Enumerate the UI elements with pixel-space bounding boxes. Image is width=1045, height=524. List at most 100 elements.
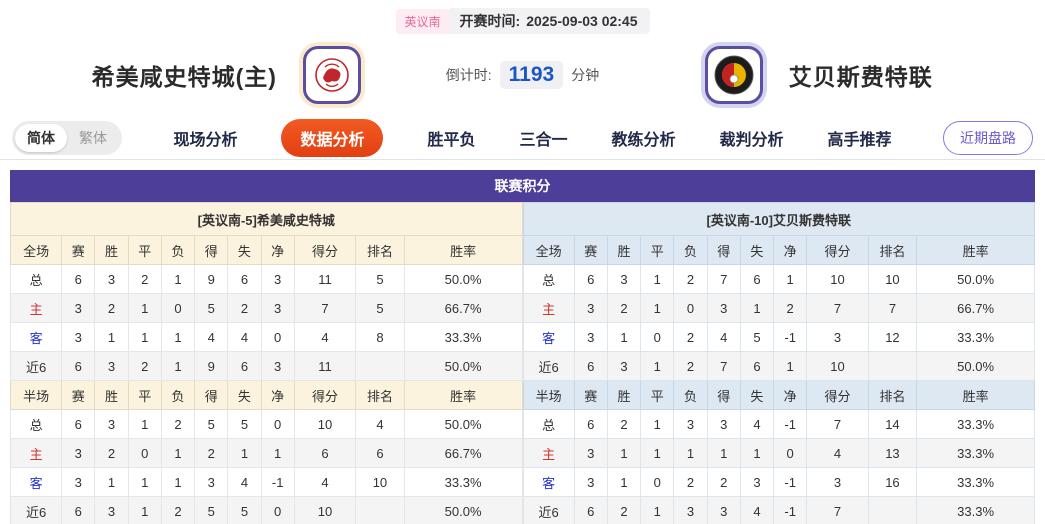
column-header: 负: [673, 235, 708, 265]
stat-cell: 3: [673, 409, 708, 439]
stat-cell: 3: [739, 467, 775, 497]
stat-cell: 0: [260, 409, 295, 439]
stat-cell: 6: [739, 264, 775, 294]
stat-cell: 7: [867, 293, 918, 323]
stat-cell: [867, 496, 918, 524]
stat-cell: 33.3%: [916, 467, 1035, 497]
stat-cell: 1: [640, 496, 675, 524]
row-label: 主: [522, 438, 575, 468]
stat-cell: 50.0%: [403, 496, 523, 524]
stat-cell: 3: [573, 322, 608, 352]
nav-tab[interactable]: 教练分析: [611, 131, 676, 149]
stat-cell: 1: [227, 438, 262, 468]
column-header: 平: [640, 235, 675, 265]
lang-traditional-button[interactable]: 繁体: [79, 129, 107, 146]
nav-tab[interactable]: 胜平负: [427, 131, 476, 149]
stat-cell: 4: [293, 322, 357, 352]
nav-tab[interactable]: 裁判分析: [719, 131, 784, 149]
stat-cell: 33.3%: [916, 409, 1035, 439]
nav-tab[interactable]: 现场分析: [173, 131, 238, 149]
scope-header: 半场: [522, 380, 575, 410]
home-crest-icon: [315, 58, 349, 92]
countdown-unit: 分钟: [571, 67, 600, 83]
league-badge[interactable]: 英议南: [395, 8, 450, 34]
row-label: 客: [9, 467, 63, 497]
column-header: 排名: [355, 380, 405, 410]
league-points-board: 联赛积分 [英议南-5]希美咸史特城 全场赛胜平负得失净得分 排名 胜率总 6 3 2 1 9…: [9, 170, 1035, 524]
stat-cell: 8: [355, 322, 405, 352]
stat-cell: 1: [160, 438, 196, 468]
kickoff-time-chip: 开赛时间: 2025-09-03 02:45: [449, 8, 650, 34]
stat-cell: 1: [160, 264, 196, 294]
stat-cell: 1: [127, 409, 162, 439]
stat-cell: 1: [94, 467, 129, 497]
stat-cell: 6: [573, 264, 608, 294]
nav-tab[interactable]: 数据分析: [281, 118, 384, 157]
home-team-logo: [302, 46, 361, 104]
top-bar: 英议南 开赛时间: 2025-09-03 02:45: [0, 0, 1045, 34]
away-crest-icon: [714, 55, 754, 95]
stat-cell: 0: [640, 322, 675, 352]
stat-cell: 10: [806, 264, 869, 294]
stat-cell: 0: [673, 293, 708, 323]
column-header: 负: [160, 235, 196, 265]
row-label: 主: [9, 293, 63, 323]
stat-cell: 1: [640, 293, 675, 323]
stat-cell: 7: [706, 351, 741, 381]
recent-odds-button[interactable]: 近期盘路: [943, 120, 1033, 155]
nav-tab[interactable]: 高手推荐: [827, 131, 892, 149]
nav-tab[interactable]: 三合一: [519, 131, 568, 149]
stat-cell: 2: [606, 496, 642, 524]
column-header: 平: [127, 380, 162, 410]
stat-cell: -1: [773, 322, 808, 352]
stat-cell: 5: [227, 496, 262, 524]
stat-cell: 2: [706, 467, 741, 497]
stat-cell: 2: [673, 264, 708, 294]
table-row: 总 6 3 2 1 9 6 3 11 5 50.0%: [9, 264, 523, 294]
stat-cell: 3: [194, 467, 229, 497]
stat-cell: 4: [293, 467, 357, 497]
stat-cell: 1: [706, 438, 741, 468]
stat-cell: 6: [61, 409, 96, 439]
lang-simplified-button[interactable]: 简体: [15, 123, 67, 152]
stat-cell: 3: [806, 322, 869, 352]
table-row: 客 3 1 0 2 4 5 -1 3 12 33.3%: [522, 322, 1035, 352]
row-label: 客: [522, 467, 575, 497]
stat-cell: 6: [573, 496, 608, 524]
stat-cell: 2: [160, 409, 196, 439]
stat-cell: 1: [673, 438, 708, 468]
stat-cell: 6: [573, 409, 608, 439]
table-row: 主 3 2 1 0 3 1 2 7 7 66.7%: [522, 293, 1035, 323]
stat-cell: 10: [867, 264, 918, 294]
stat-cell: [867, 351, 918, 381]
column-header: 赛: [61, 380, 96, 410]
board-halves: [英议南-5]希美咸史特城 全场赛胜平负得失净得分 排名 胜率总 6 3 2 1 9 6 3 11 5…: [9, 202, 1035, 524]
stat-cell: 50.0%: [403, 409, 523, 439]
scope-header: 全场: [522, 235, 575, 265]
table-row: 客 3 1 1 1 3 4 -1 4 10 33.3%: [9, 467, 523, 497]
scope-header: 全场: [9, 235, 63, 265]
stat-cell: 3: [260, 264, 295, 294]
away-team-logo: [704, 46, 763, 104]
table-row: 近6 6 3 2 1 9 6 3 11 50.0%: [9, 351, 523, 381]
table-row: 主 3 1 1 1 1 1 0 4 13 33.3%: [522, 438, 1035, 468]
table-row: 近6 6 3 1 2 5 5 0 10 50.0%: [9, 496, 523, 524]
stat-cell: 33.3%: [916, 496, 1035, 524]
stat-cell: 33.3%: [916, 438, 1035, 468]
stat-cell: 4: [227, 467, 262, 497]
column-header: 平: [127, 235, 162, 265]
row-label: 总: [522, 264, 575, 294]
column-header: 得: [194, 380, 229, 410]
away-team-name: 艾贝斯费特联: [788, 64, 933, 90]
countdown-label: 倒计时:: [445, 67, 492, 83]
stat-cell: 6: [355, 438, 405, 468]
table-row: 总 6 3 1 2 7 6 1 10 10 50.0%: [522, 264, 1035, 294]
stat-cell: 4: [739, 409, 775, 439]
stat-cell: 1: [127, 293, 162, 323]
stat-cell: 1: [160, 467, 196, 497]
stat-cell: 10: [806, 351, 869, 381]
column-header: 胜率: [916, 235, 1035, 265]
row-label: 总: [9, 264, 63, 294]
countdown: 倒计时: 1193 分钟: [413, 61, 633, 89]
stat-cell: 2: [94, 293, 129, 323]
